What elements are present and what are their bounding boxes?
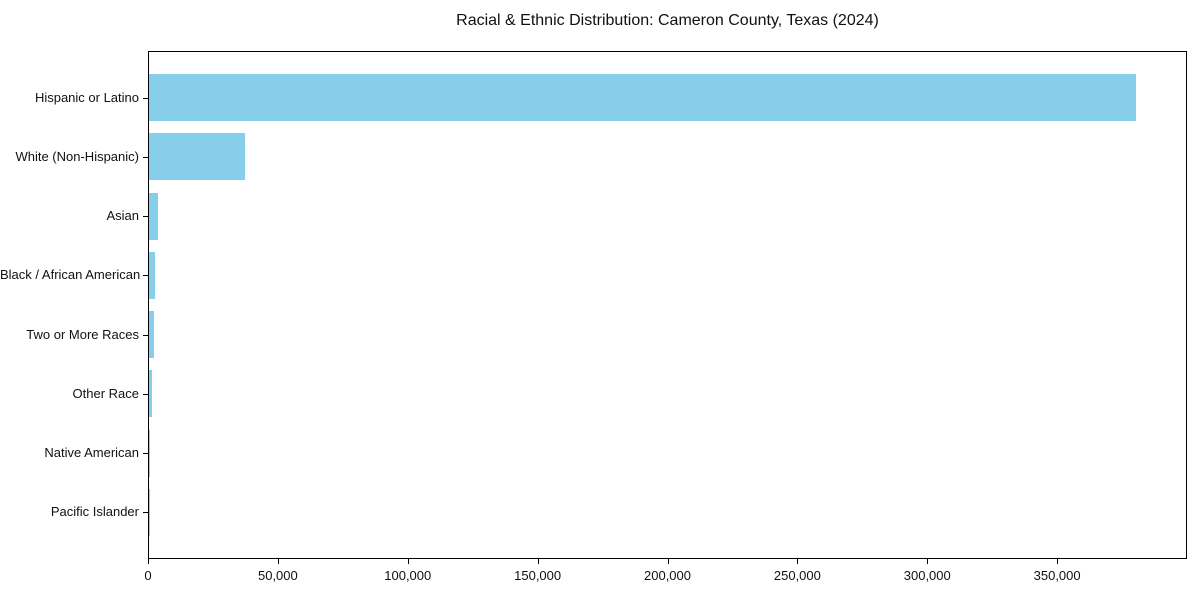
x-tick-label: 0	[144, 568, 152, 583]
x-tick-mark	[927, 559, 929, 564]
x-tick-label: 100,000	[384, 568, 432, 583]
y-tick-label: Black / African American	[0, 267, 141, 283]
y-tick-label: Other Race	[72, 385, 139, 401]
chart-title: Racial & Ethnic Distribution: Cameron Co…	[456, 12, 879, 29]
y-tick-label: Pacific Islander	[50, 504, 139, 520]
bar-native-american	[149, 429, 150, 477]
x-tick-mark	[537, 559, 539, 564]
x-tick-mark	[1057, 559, 1059, 564]
y-tick-mark	[143, 156, 148, 158]
y-tick-mark	[143, 97, 148, 99]
bar-white-non-hispanic-	[149, 133, 246, 181]
y-tick-label: Native American	[44, 445, 139, 461]
y-tick-mark	[143, 216, 148, 218]
y-tick-mark	[143, 512, 148, 514]
x-tick-mark	[148, 559, 149, 564]
y-tick-label: Hispanic or Latino	[34, 89, 139, 105]
x-tick-label: 150,000	[514, 568, 562, 583]
x-tick-mark	[407, 559, 409, 564]
plot-area	[148, 51, 1187, 559]
x-tick-mark	[667, 559, 669, 564]
y-tick-mark	[143, 275, 148, 277]
x-tick-mark	[797, 559, 799, 564]
x-tick-label: 50,000	[257, 568, 298, 583]
x-tick-label: 350,000	[1033, 568, 1081, 583]
bar-black-african-american	[149, 251, 156, 299]
y-tick-mark	[143, 393, 148, 395]
y-tick-label: White (Non-Hispanic)	[15, 148, 139, 164]
bar-other-race	[149, 370, 153, 418]
y-tick-label: Asian	[106, 208, 139, 224]
x-tick-mark	[277, 559, 279, 564]
x-tick-label: 250,000	[773, 568, 821, 583]
bar-hispanic-or-latino	[149, 74, 1137, 122]
y-tick-mark	[143, 334, 148, 336]
x-tick-label: 200,000	[644, 568, 691, 583]
bar-asian	[149, 192, 159, 240]
y-tick-mark	[143, 453, 148, 455]
y-tick-label: Two or More Races	[26, 326, 139, 342]
x-tick-label: 300,000	[903, 568, 951, 583]
bar-two-or-more-races	[149, 311, 154, 359]
